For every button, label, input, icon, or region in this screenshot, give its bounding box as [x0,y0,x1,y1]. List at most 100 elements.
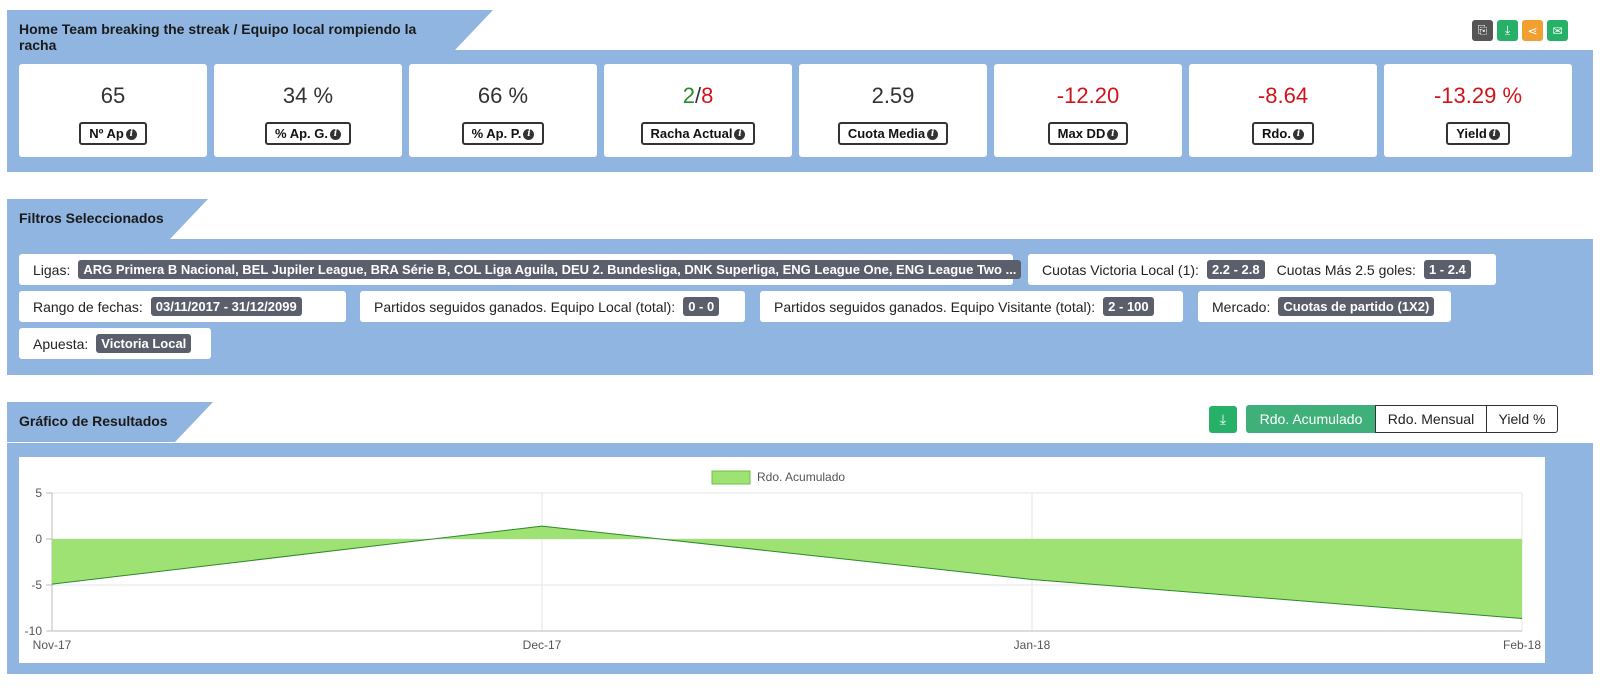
y-tick-label: 0 [35,532,42,546]
kpi-card-n-ap: 65 Nº Ap i [19,64,207,157]
filter-label: Partidos seguidos ganados. Equipo Local … [374,298,676,315]
kpi-card-cuota-media: 2.59 Cuota Media i [799,64,987,157]
series-area [52,526,1522,619]
share-button[interactable]: ⋖ [1522,20,1543,41]
kpi-value: 65 [100,83,126,108]
filter-label: Partidos seguidos ganados. Equipo Visita… [774,298,1096,315]
results-title-text: Gráfico de Resultados [19,413,168,429]
copy-button[interactable]: ⎘ [1472,20,1493,41]
kpi-value: 2.59 [871,83,915,108]
filter-value: 1 - 2.4 [1423,260,1471,279]
email-button[interactable]: ✉ [1547,20,1568,41]
kpi-value: -13.29 % [1433,83,1523,108]
filter-label: Mercado: [1212,298,1271,315]
kpi-label: Yield [1456,126,1487,141]
kpi-card-ap-g: 34 % % Ap. G. i [214,64,402,157]
racha-sep: / [694,83,702,108]
kpi-value: -12.20 [1056,83,1120,108]
kpi-panel: 65 Nº Ap i 34 % % Ap. G. i 66 % % Ap. P. i … [7,50,1593,172]
kpi-value: -8.64 [1257,83,1309,108]
kpi-label: Cuota Media [847,126,926,141]
tab-rdo-acumulado[interactable]: Rdo. Acumulado [1246,405,1376,433]
filter-value: Victoria Local [96,334,192,353]
chart-download-button[interactable]: ⤓ [1209,406,1237,433]
racha-wins: 2 [682,83,695,108]
kpi-card-racha-actual: 2/8 Racha Actual i [604,64,792,157]
filter-value: 03/11/2017 - 31/12/2099 [150,297,302,316]
kpi-panel-title-text: Home Team breaking the streak / Equipo l… [19,21,417,53]
y-tick-label: -10 [25,624,43,638]
filter-mercado: Mercado: Cuotas de partido (1X2) [1198,291,1451,322]
kpi-label-button[interactable]: % Ap. P. i [461,122,545,145]
filter-visitante: Partidos seguidos ganados. Equipo Visita… [760,291,1183,322]
filter-apuesta: Apuesta: Victoria Local [19,328,211,359]
x-tick-label: Feb-18 [1503,638,1541,652]
kpi-card-yield: -13.29 % Yield i [1384,64,1572,157]
kpi-label-button[interactable]: Cuota Media i [837,122,949,145]
download-icon: ⤓ [1219,411,1227,427]
kpi-value: 2/8 [604,83,792,113]
kpi-card-max-dd: -12.20 Max DD i [994,64,1182,157]
filter-label: Ligas: [33,261,71,278]
header-actions: ⎘ ⤓ ⋖ ✉ [1472,20,1568,41]
kpi-label-button[interactable]: Max DD i [1047,122,1129,145]
x-tick-label: Dec-17 [523,638,562,652]
legend-swatch [711,470,751,485]
filter-local: Partidos seguidos ganados. Equipo Local … [360,291,745,322]
filters-panel: Ligas: ARG Primera B Nacional, BEL Jupil… [7,239,1593,375]
filter-value: ARG Primera B Nacional, BEL Jupiler Leag… [78,260,1022,279]
kpi-cards: 65 Nº Ap i 34 % % Ap. G. i 66 % % Ap. P. i … [19,64,1572,157]
info-icon: i [734,129,746,141]
filter-label: Apuesta: [33,335,89,352]
info-icon: i [329,129,341,141]
tab-label: Yield % [1498,411,1546,427]
y-tick-label: -5 [31,578,42,592]
chart-panel: 5 0 -5 -10 Nov-17 Dec-17 Jan-18 Feb-18 Rdo. Acum… [7,443,1593,674]
filter-value: 0 - 0 [683,297,720,316]
filter-value: 2 - 100 [1103,297,1154,316]
filter-ligas: Ligas: ARG Primera B Nacional, BEL Jupil… [19,254,1022,285]
kpi-label-button[interactable]: Nº Ap i [79,122,147,145]
info-icon: i [927,129,939,141]
kpi-label-button[interactable]: Yield i [1446,122,1510,145]
kpi-card-rdo: -8.64 Rdo. i [1189,64,1377,157]
info-icon: i [1292,129,1304,141]
kpi-label-button[interactable]: Racha Actual i [640,122,756,145]
kpi-label-button[interactable]: % Ap. G. i [265,122,351,145]
filter-label: Rango de fechas: [33,298,143,315]
tab-label: Rdo. Acumulado [1259,411,1363,427]
tab-label: Rdo. Mensual [1387,411,1475,427]
kpi-label: Max DD [1057,126,1106,141]
tab-yield[interactable]: Yield % [1486,405,1558,433]
legend-label: Rdo. Acumulado [757,470,845,484]
kpi-value: 34 % [282,83,334,108]
series-line [51,525,1523,619]
tab-rdo-mensual[interactable]: Rdo. Mensual [1375,405,1487,433]
kpi-label: Racha Actual [650,126,733,141]
share-icon: ⋖ [1527,23,1538,38]
filter-cuotas: Cuotas Victoria Local (1): 2.2 - 2.8 Cuo… [1028,254,1496,285]
filter-value: Cuotas de partido (1X2) [1278,297,1435,316]
kpi-label: Nº Ap [89,126,124,141]
filters-title-text: Filtros Seleccionados [19,210,164,226]
download-button[interactable]: ⤓ [1497,20,1518,41]
info-icon: i [1107,129,1119,141]
kpi-value: 66 % [477,83,529,108]
filter-label: Cuotas Más 2.5 goles: [1276,261,1416,278]
info-icon: i [1488,129,1500,141]
chart-container: 5 0 -5 -10 Nov-17 Dec-17 Jan-18 Feb-18 Rdo. Acum… [19,457,1545,663]
filters-title: Filtros Seleccionados [7,199,208,239]
y-tick-label: 5 [35,486,42,500]
kpi-panel-title: Home Team breaking the streak / Equipo l… [7,10,493,53]
kpi-label: % Ap. P. [471,126,522,141]
info-icon: i [523,129,535,141]
kpi-label: Rdo. [1262,126,1291,141]
x-tick-label: Nov-17 [33,638,72,652]
info-icon: i [125,129,137,141]
racha-total: 8 [701,83,714,108]
kpi-label: % Ap. G. [275,126,328,141]
copy-icon: ⎘ [1477,23,1488,37]
filter-label: Cuotas Victoria Local (1): [1042,261,1199,278]
kpi-label-button[interactable]: Rdo. i [1252,122,1314,145]
